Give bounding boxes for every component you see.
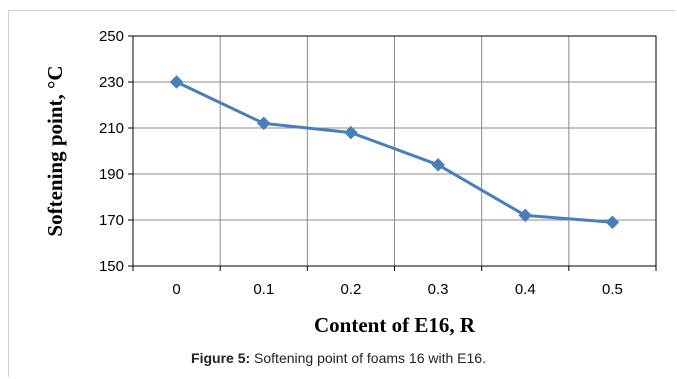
y-tick-label: 250 — [99, 28, 124, 45]
y-tick-label: 210 — [99, 120, 124, 137]
y-tick-label: 150 — [99, 258, 124, 275]
x-tick-label: 0.3 — [428, 281, 449, 298]
data-point-marker — [605, 215, 620, 230]
x-tick-label: 0.2 — [340, 281, 361, 298]
x-axis-ticks — [132, 266, 657, 271]
caption-text: Softening point of foams 16 with E16. — [250, 350, 486, 366]
y-tick-label: 190 — [99, 166, 124, 183]
data-point-marker — [256, 116, 271, 131]
data-point-marker — [169, 75, 184, 89]
series-group — [169, 75, 620, 230]
x-axis-title: Content of E16, R — [314, 313, 476, 337]
x-tick-label: 0.4 — [515, 281, 536, 298]
x-axis-tick-labels: 0 0.1 0.2 0.3 0.4 0.5 — [172, 281, 622, 298]
chart-gridlines — [133, 35, 656, 267]
data-point-marker — [518, 208, 533, 223]
figure-frame — [8, 10, 675, 377]
data-point-marker — [344, 125, 358, 140]
data-point-marker — [431, 157, 445, 172]
y-tick-label: 230 — [99, 74, 124, 91]
y-axis-tick-labels: 150 170 190 210 230 250 — [99, 28, 133, 275]
figure-caption: Figure 5: Softening point of foams 16 wi… — [0, 350, 677, 366]
x-tick-label: 0 — [172, 281, 180, 298]
y-tick-label: 170 — [99, 212, 124, 229]
x-tick-label: 0.5 — [602, 281, 623, 298]
y-axis-title: Softening point, °C — [43, 65, 67, 236]
softening-point-chart: 150 170 190 210 230 250 0 0.1 0.2 0.3 0.4 0.5 Cont… — [43, 28, 657, 337]
caption-label: Figure 5: — [191, 350, 251, 366]
series-line — [175, 80, 613, 224]
x-tick-label: 0.1 — [253, 281, 274, 298]
